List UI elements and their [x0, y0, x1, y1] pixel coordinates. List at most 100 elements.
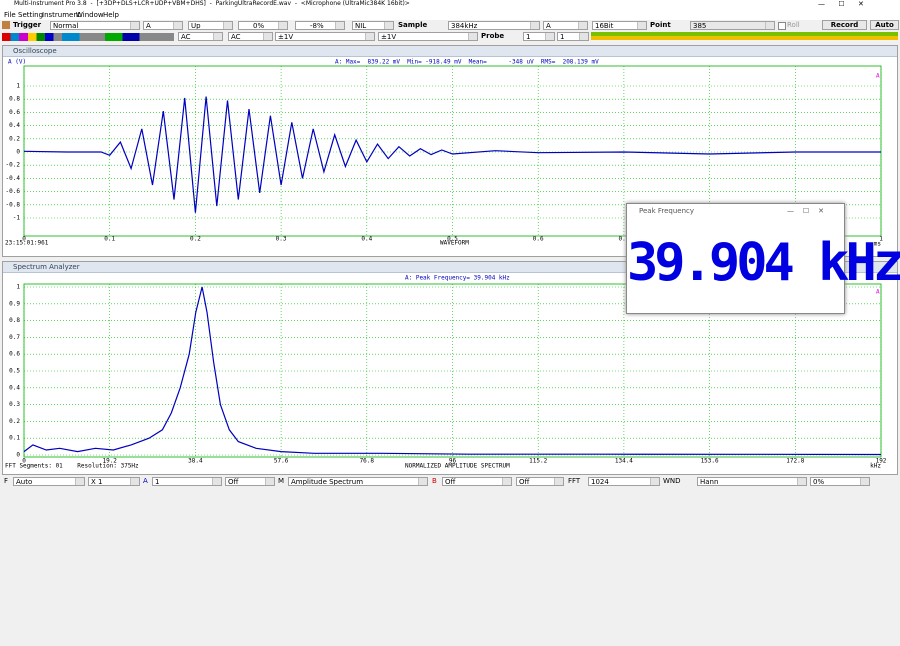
b-off2[interactable]: Off — [516, 477, 564, 486]
x-tick-label: 0.5 — [447, 236, 458, 243]
y-tick-label: 0.3 — [9, 401, 20, 408]
f-mode[interactable]: Auto — [13, 477, 85, 486]
bits[interactable]: 16Bit — [592, 21, 647, 30]
peak-window: Peak Frequency — ☐ ✕ 39.904 kHz — [626, 203, 900, 314]
menu-bar: File Setting Instrument Window Help — [0, 10, 900, 20]
y-tick-label: 0.4 — [9, 122, 20, 129]
y-tick-label: -0.8 — [6, 201, 21, 208]
x-tick-label: 38.4 — [188, 458, 203, 465]
caption: NORMALIZED AMPLITUDE SPECTRUM — [405, 463, 510, 470]
points[interactable]: 385 — [690, 21, 775, 30]
channel-marker: A — [876, 73, 880, 80]
window-title: Oscilloscope — [13, 47, 57, 55]
y-tick-label: 0.2 — [9, 135, 20, 142]
menu-item[interactable]: Help — [103, 11, 119, 19]
peak-value: 39.904 kHz — [627, 233, 900, 293]
y-tick-label: 0.4 — [9, 384, 20, 391]
menu-item[interactable]: File — [4, 11, 16, 19]
icon[interactable] — [2, 21, 10, 29]
label: F — [4, 477, 9, 485]
title-bar: Multi-Instrument Pro 3.8 - [+3DP+DLS+LCR… — [0, 0, 900, 10]
x-tick-label: 96 — [449, 458, 457, 465]
x-tick-label: 0.1 — [104, 236, 115, 243]
label: A — [143, 477, 148, 485]
x-tick-label: 192 — [876, 458, 887, 465]
probe-a[interactable]: 1 — [523, 32, 555, 41]
overlap[interactable]: 0% — [810, 477, 870, 486]
a-off[interactable]: Off — [225, 477, 275, 486]
window-controls[interactable]: — ☐ ✕ — [818, 0, 864, 8]
x-tick-label: 0.2 — [190, 236, 201, 243]
caption: WAVEFORM — [440, 240, 469, 247]
y-tick-label: 0 — [16, 452, 20, 459]
x-tick-label: 19.2 — [102, 458, 117, 465]
x-tick-label: 0.6 — [533, 236, 544, 243]
probe-b[interactable]: 1 — [557, 32, 589, 41]
record-button[interactable]: Record — [822, 20, 867, 30]
y-tick-label: 0.5 — [9, 368, 20, 375]
level-bar — [591, 32, 898, 36]
window-controls[interactable]: — ☐ ✕ — [787, 207, 824, 215]
y-tick-label: 0.9 — [9, 300, 20, 307]
window-header: Oscilloscope — [3, 46, 897, 57]
menu-item[interactable]: Setting — [18, 11, 44, 19]
coupling-b[interactable]: AC — [228, 32, 273, 41]
label: M — [278, 477, 285, 485]
window-title: Peak Frequency — [639, 207, 695, 215]
y-tick-label: -0.4 — [6, 175, 21, 182]
label: Sample — [398, 21, 428, 29]
trace — [23, 286, 882, 456]
y-tick-label: 1 — [16, 83, 20, 90]
channels[interactable]: A — [543, 21, 588, 30]
x-tick-label: 0.3 — [276, 236, 287, 243]
x-tick-label: 153.6 — [701, 458, 719, 465]
menu-item[interactable]: Instrument — [42, 11, 81, 19]
window-title: Spectrum Analyzer — [13, 263, 80, 271]
x-tick-label: 76.8 — [360, 458, 375, 465]
label: FFT — [568, 477, 581, 485]
trigger-filter[interactable]: NIL — [352, 21, 394, 30]
coupling-a[interactable]: AC — [178, 32, 223, 41]
subtitle: A: Peak Frequency= 39.904 kHz — [405, 275, 510, 282]
trigger-edge[interactable]: Up — [188, 21, 233, 30]
x-tick-label: 1 — [879, 236, 883, 243]
sample-rate[interactable]: 384kHz — [448, 21, 540, 30]
toolbar: Trigger Normal A Up 0% -8% NIL Sample 38… — [0, 20, 900, 44]
range-b[interactable]: ±1V — [378, 32, 478, 41]
bottom-bar: F Auto X 1 A 1 Off M Amplitude Spectrum … — [0, 476, 900, 488]
app: Multi-Instrument Pro 3.8 - [+3DP+DLS+LCR… — [0, 0, 900, 488]
m-mode[interactable]: Amplitude Spectrum — [288, 477, 428, 486]
y-tick-label: 0.2 — [9, 418, 20, 425]
fft-size[interactable]: 1024 — [588, 477, 660, 486]
trigger-level[interactable]: 0% — [238, 21, 288, 30]
trigger-button[interactable]: Trigger — [13, 21, 42, 29]
trigger-channel[interactable]: A — [143, 21, 183, 30]
a-value[interactable]: 1 — [152, 477, 222, 486]
zoom[interactable]: X 1 — [88, 477, 140, 486]
range-a[interactable]: ±1V — [275, 32, 375, 41]
menu-item[interactable]: Window — [76, 11, 104, 19]
roll-checkbox[interactable] — [778, 22, 786, 30]
y-tick-label: -1 — [13, 215, 21, 222]
channel-marker: A — [876, 289, 880, 296]
y-tick-label: 0 — [16, 149, 20, 156]
window-function[interactable]: Hann — [697, 477, 807, 486]
segments: FFT Segments: 01 Resolution: 375Hz — [5, 463, 139, 470]
trigger-mode[interactable]: Normal — [50, 21, 140, 30]
y-tick-label: -0.6 — [6, 188, 21, 195]
label: B — [432, 477, 437, 485]
x-tick-label: 115.2 — [529, 458, 547, 465]
y-tick-label: 0.8 — [9, 96, 20, 103]
x-tick-label: 0.7 — [618, 236, 629, 243]
auto-button[interactable]: Auto — [870, 20, 899, 30]
tool-icons[interactable] — [2, 33, 174, 41]
y-tick-label: -0.2 — [6, 162, 21, 169]
x-tick-label: 57.6 — [274, 458, 289, 465]
x-tick-label: 134.4 — [615, 458, 633, 465]
b-off[interactable]: Off — [442, 477, 512, 486]
x-tick-label: 172.8 — [786, 458, 804, 465]
level-bar — [591, 36, 898, 40]
y-tick-label: 0.6 — [9, 351, 20, 358]
trigger-delay[interactable]: -8% — [295, 21, 345, 30]
roll-label: Roll — [787, 21, 800, 29]
